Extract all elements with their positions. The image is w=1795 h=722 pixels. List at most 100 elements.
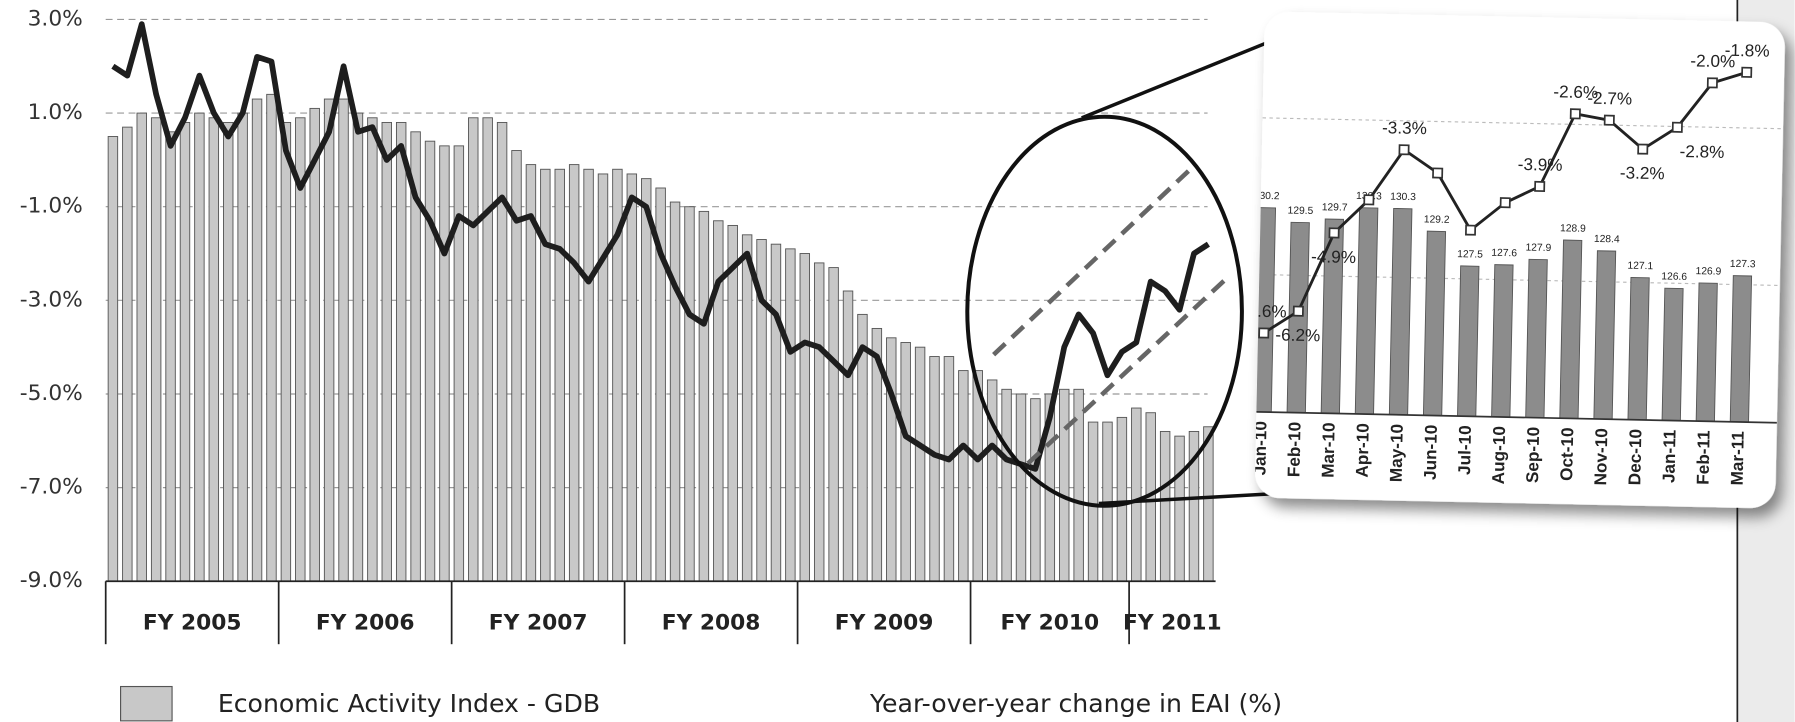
- connector: [1081, 32, 1289, 120]
- legend-label: Economic Activity Index - GDB: [218, 689, 600, 718]
- bar: [770, 243, 782, 582]
- highlight-ellipse: [965, 114, 1244, 508]
- inset-marker: [1398, 144, 1410, 156]
- inset-line-label: -2.0%: [1690, 50, 1735, 71]
- inset-x-label: Dec-10: [1624, 429, 1645, 486]
- bar: [496, 121, 508, 582]
- bar: [597, 173, 609, 582]
- inset-bar-label: 127.9: [1525, 243, 1551, 255]
- bar: [338, 98, 349, 582]
- group-label: FY 2009: [835, 611, 934, 636]
- y-tick-label: -7.0%: [20, 475, 83, 500]
- bar: [684, 206, 695, 582]
- inset-bar-label: 128.9: [1560, 223, 1586, 235]
- inset-marker: [1706, 77, 1718, 89]
- inset-bar-label: 127.1: [1627, 261, 1653, 273]
- bar: [424, 140, 436, 582]
- bar: [122, 126, 133, 582]
- bar: [540, 168, 551, 582]
- y-tick-label: -5.0%: [20, 381, 83, 406]
- bar: [136, 112, 147, 582]
- bar: [568, 164, 580, 582]
- inset-marker: [1637, 143, 1649, 155]
- inset-x-label: Jan-10: [1249, 421, 1270, 476]
- inset-bar: [1695, 282, 1718, 422]
- inset-bar: [1354, 207, 1379, 415]
- bar: [1015, 393, 1027, 582]
- bar: [626, 173, 638, 582]
- group-label: FY 2006: [316, 611, 415, 636]
- inset-line-label: -4.9%: [1311, 246, 1356, 267]
- bar: [641, 178, 652, 582]
- inset-rule: [1259, 273, 1780, 287]
- bar: [280, 121, 292, 582]
- bar: [914, 346, 926, 582]
- bar: [943, 356, 955, 582]
- inset-marker: [1465, 224, 1477, 236]
- inset-x-label: Feb-11: [1693, 430, 1714, 485]
- bar: [309, 107, 320, 582]
- inset-bar-label: 127.5: [1457, 249, 1483, 261]
- y-tick-label: 3.0%: [28, 6, 83, 31]
- bar: [1030, 398, 1041, 582]
- group-label: FY 2008: [662, 611, 761, 636]
- legend-swatch: [120, 685, 173, 722]
- inset-marker: [1292, 305, 1304, 317]
- inset-chart: 130.2129.5129.7130.3130.3129.2127.5127.6…: [1242, 11, 1785, 509]
- inset-marker: [1363, 194, 1375, 206]
- y-tick-label: -3.0%: [20, 287, 83, 312]
- inset-marker: [1534, 180, 1546, 193]
- inset-frame: [1255, 11, 1785, 509]
- bar: [741, 234, 753, 582]
- inset-marker: [1603, 114, 1615, 126]
- bar: [107, 136, 119, 582]
- inset-marker: [1569, 108, 1581, 120]
- bar: [958, 370, 969, 582]
- bar: [150, 117, 162, 582]
- inset-bar: [1559, 239, 1583, 420]
- bar: [1131, 407, 1142, 582]
- bar: [842, 290, 854, 582]
- bar: [1203, 426, 1214, 582]
- trend-line: [992, 164, 1196, 357]
- bar: [900, 342, 911, 582]
- inset-bar: [1422, 230, 1447, 417]
- inset-bar: [1388, 207, 1413, 416]
- inset-line-label: -3.3%: [1382, 117, 1427, 138]
- bar: [828, 267, 839, 582]
- y-tick-label: 1.0%: [28, 100, 83, 125]
- inset-marker: [1432, 167, 1444, 179]
- bar: [886, 337, 897, 582]
- legend-label: Year-over-year change in EAI (%): [869, 689, 1282, 718]
- bar: [482, 117, 493, 582]
- inset-bar-label: 127.6: [1491, 248, 1517, 260]
- bar: [395, 121, 407, 582]
- inset-bar: [1729, 275, 1753, 423]
- inset-bar: [1627, 277, 1650, 421]
- bar: [223, 121, 234, 582]
- bar: [352, 112, 364, 582]
- bar: [468, 117, 479, 582]
- bar: [669, 201, 681, 582]
- inset-marker: [1741, 66, 1753, 78]
- inset-bar-label: 129.2: [1424, 214, 1450, 226]
- inset-bar-label: 127.3: [1730, 259, 1756, 271]
- bar: [727, 224, 738, 582]
- inset-x-label: Oct-10: [1556, 427, 1577, 481]
- bar: [1087, 421, 1099, 582]
- inset-x-label: Nov-10: [1590, 428, 1611, 486]
- inset-bar: [1593, 250, 1617, 420]
- bar: [785, 248, 796, 582]
- inset-bar-label: 126.6: [1661, 271, 1687, 283]
- group-label: FY 2010: [1001, 611, 1100, 636]
- inset-line-label: -3.9%: [1518, 154, 1563, 175]
- inset-rule: [1262, 117, 1784, 130]
- inset-line-label: -6.6%: [1242, 300, 1287, 321]
- inset-line-label: -2.7%: [1587, 88, 1632, 109]
- inset-bar-label: 126.9: [1695, 266, 1721, 278]
- bar: [323, 98, 335, 582]
- bar: [1001, 388, 1012, 582]
- bar: [208, 117, 220, 582]
- inset-x-label: May-10: [1386, 424, 1407, 483]
- inset-line-label: -6.2%: [1275, 324, 1320, 345]
